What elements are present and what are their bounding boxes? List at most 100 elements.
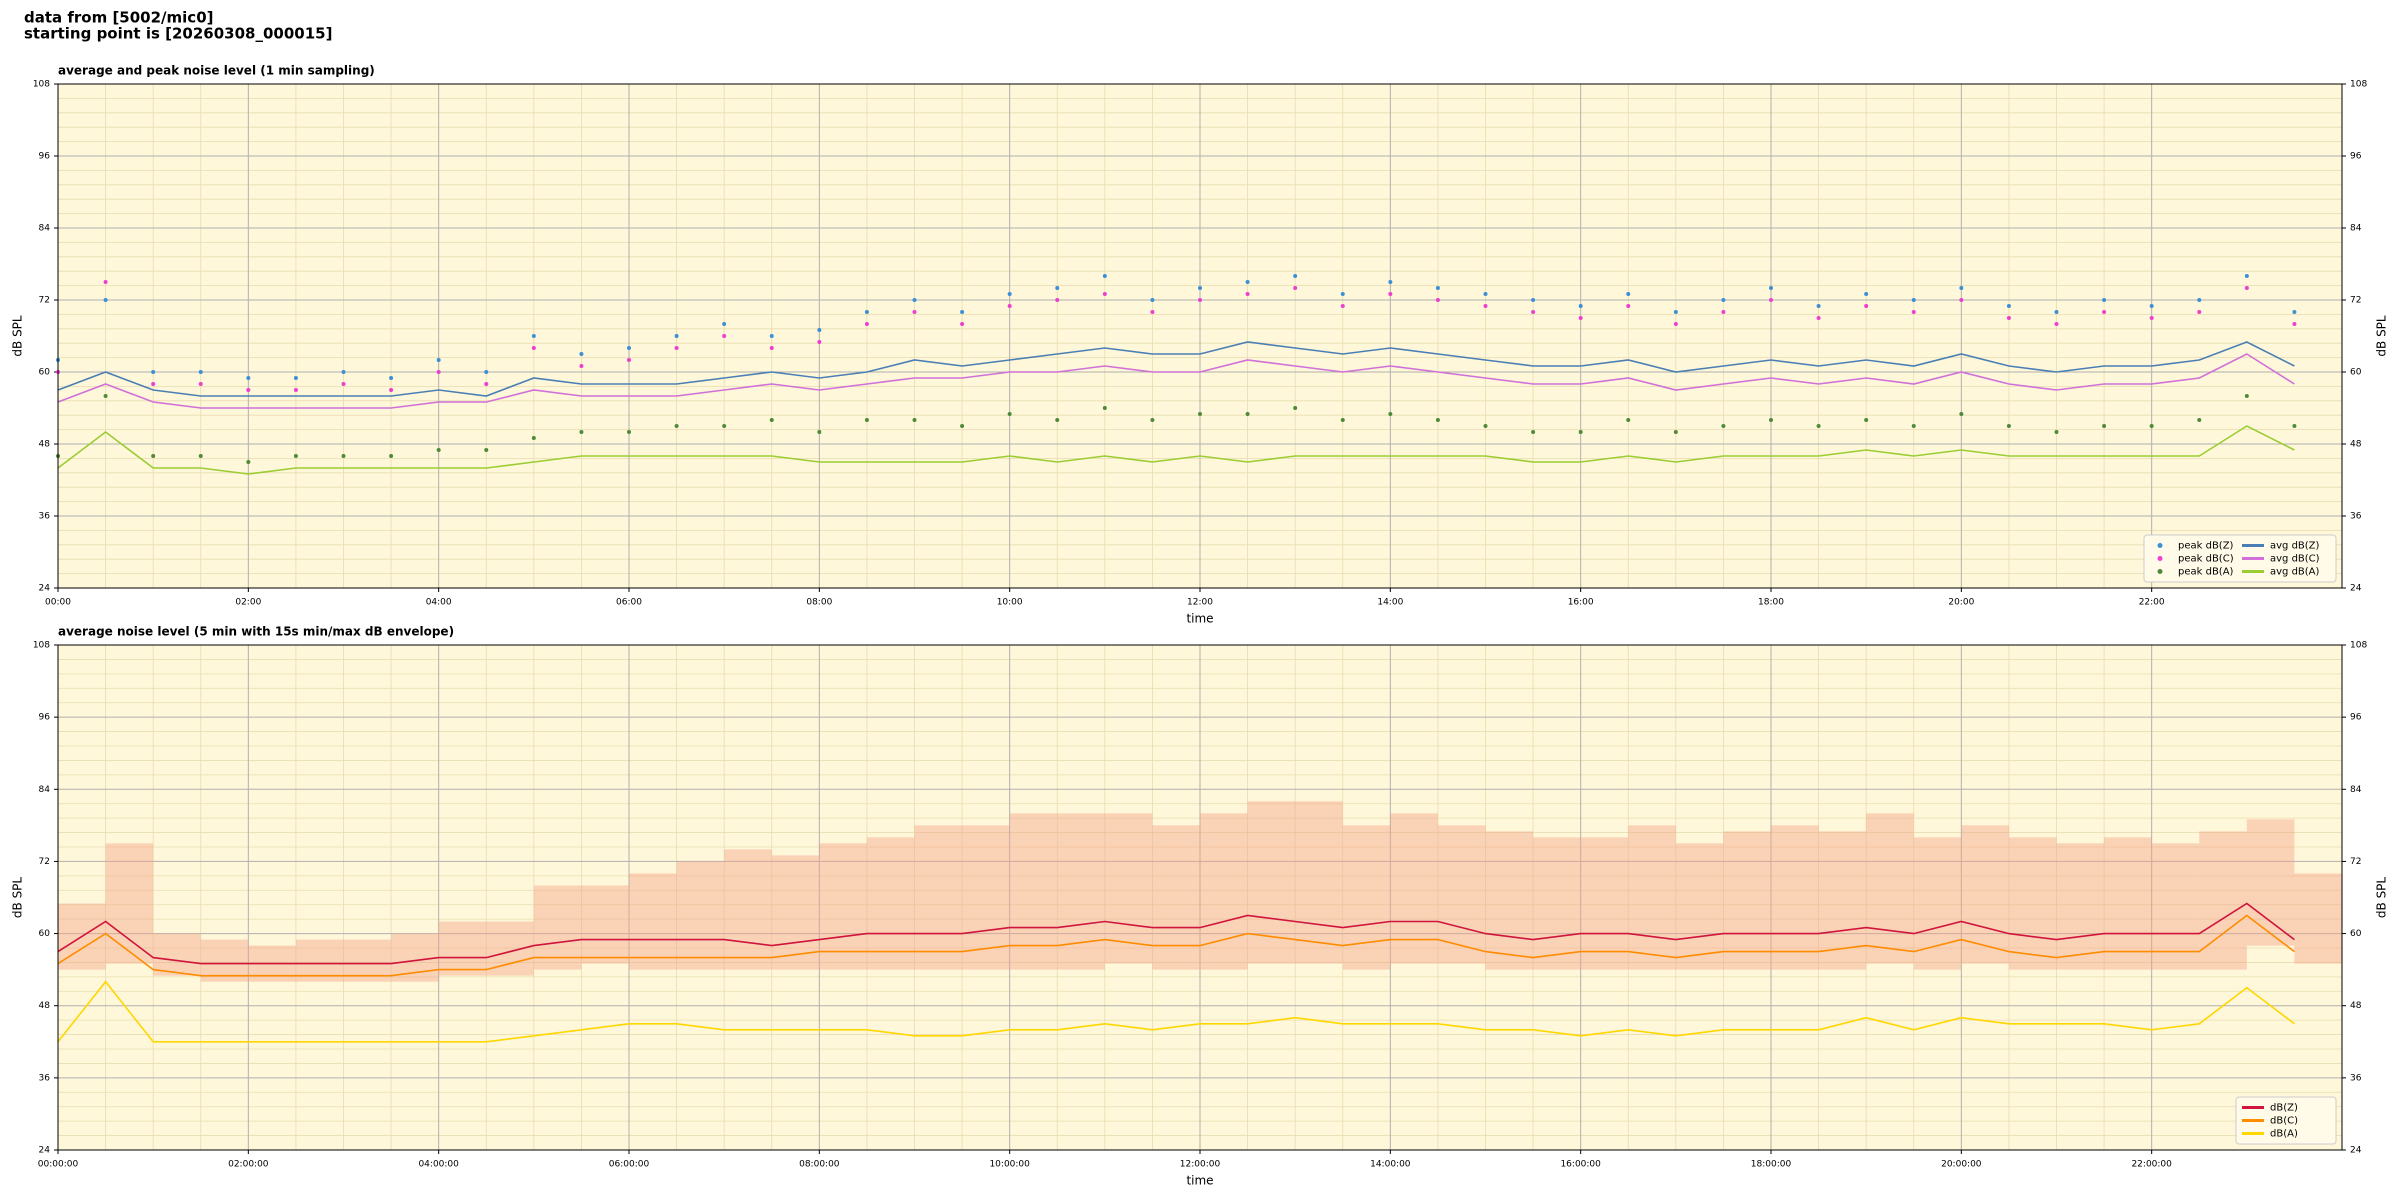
peak-point	[1198, 286, 1202, 290]
envelope-band	[866, 837, 915, 970]
peak-point	[769, 346, 774, 350]
peak-point	[960, 322, 965, 326]
peak-point	[1245, 292, 1250, 296]
y-tick-label: 72	[2350, 857, 2361, 867]
peak-point	[960, 310, 965, 314]
y-tick-label: 108	[33, 80, 50, 90]
peak-point	[1578, 316, 1583, 320]
peak-point	[246, 376, 251, 380]
peak-point	[2102, 424, 2107, 428]
peak-point	[151, 382, 156, 386]
peak-point	[1055, 286, 1060, 290]
peak-point	[484, 448, 489, 452]
peak-point	[1769, 298, 1773, 302]
y-tick-label: 60	[39, 929, 51, 939]
y-tick-label: 48	[2350, 440, 2362, 450]
peak-point	[2292, 310, 2297, 314]
peak-point	[1769, 418, 1773, 422]
peak-point	[1388, 412, 1393, 416]
legend-swatch	[2157, 543, 2163, 548]
peak-point	[817, 340, 822, 344]
envelope-band	[2151, 843, 2200, 970]
envelope-band	[391, 933, 439, 982]
peak-point	[2197, 298, 2202, 302]
peak-point	[2244, 274, 2249, 278]
x-tick-label: 10:00	[997, 598, 1023, 608]
peak-point	[1340, 418, 1345, 422]
peak-point	[2197, 310, 2202, 314]
peak-point	[1102, 406, 1107, 410]
x-tick-label: 08:00	[806, 598, 832, 608]
peak-point	[1007, 292, 1012, 296]
peak-point	[2102, 298, 2107, 302]
peak-point	[341, 370, 346, 374]
y-tick-label: 84	[2350, 224, 2362, 234]
peak-point	[864, 322, 869, 326]
y-tick-label: 60	[39, 368, 51, 378]
legend-label: dB(C)	[2270, 1116, 2298, 1127]
peak-point	[1673, 310, 1678, 314]
peak-point	[198, 382, 203, 386]
peak-point	[674, 346, 679, 350]
peak-point	[436, 370, 441, 374]
envelope-band	[105, 843, 154, 964]
y-tick-label: 36	[2350, 512, 2362, 522]
plot-frame	[57, 644, 2343, 1151]
peak-point	[1578, 304, 1583, 308]
peak-point	[1721, 310, 1726, 314]
x-tick-label: 16:00	[1568, 598, 1594, 608]
peak-point	[912, 310, 917, 314]
peak-point	[1673, 322, 1678, 326]
peak-point	[103, 298, 108, 302]
peak-point	[2054, 430, 2059, 434]
peak-point	[1198, 298, 1202, 302]
legend-box	[2143, 534, 2337, 583]
y-tick-label: 24	[39, 584, 51, 594]
envelope-band	[1104, 813, 1153, 964]
x-tick-label: 02:00	[235, 598, 261, 608]
peak-point	[769, 418, 774, 422]
peak-point	[1293, 286, 1298, 290]
x-tick-label: 06:00:00	[609, 1160, 650, 1170]
envelope-band	[1675, 843, 1724, 970]
peak-point	[1198, 412, 1202, 416]
peak-point	[1959, 412, 1964, 416]
peak-point	[1483, 292, 1488, 296]
envelope-band	[343, 939, 392, 982]
envelope-band	[2294, 873, 2342, 964]
peak-point	[1911, 310, 1916, 314]
peak-point	[1055, 298, 1060, 302]
peak-point	[484, 370, 489, 374]
y-tick-label: 36	[39, 1073, 51, 1083]
peak-point	[1959, 286, 1964, 290]
x-tick-label: 12:00	[1187, 598, 1213, 608]
peak-point	[579, 352, 584, 356]
y-tick-label: 96	[39, 152, 51, 162]
peak-point	[674, 424, 679, 428]
envelope-band	[1342, 825, 1391, 970]
peak-point	[246, 388, 251, 392]
x-tick-label: 12:00:00	[1180, 1160, 1221, 1170]
peak-point	[1864, 292, 1869, 296]
peak-point	[722, 334, 727, 338]
legend-label: avg dB(Z)	[2270, 541, 2320, 552]
envelope-band	[1009, 813, 1058, 970]
chart-title: average noise level (5 min with 15s min/…	[58, 625, 454, 639]
envelope-band	[2104, 837, 2152, 970]
peak-point	[2054, 322, 2059, 326]
peak-point	[1340, 292, 1345, 296]
peak-point	[1102, 292, 1107, 296]
peak-point	[389, 388, 394, 392]
peak-point	[627, 430, 631, 434]
y-tick-label: 108	[2350, 641, 2367, 651]
envelope-band	[2246, 819, 2295, 946]
peak-point	[1626, 418, 1631, 422]
y-tick-label: 48	[2350, 1001, 2362, 1011]
envelope-band	[2008, 837, 2057, 970]
peak-point	[341, 382, 346, 386]
envelope-band	[1771, 825, 1819, 970]
peak-point	[1864, 418, 1869, 422]
peak-point	[341, 454, 346, 458]
